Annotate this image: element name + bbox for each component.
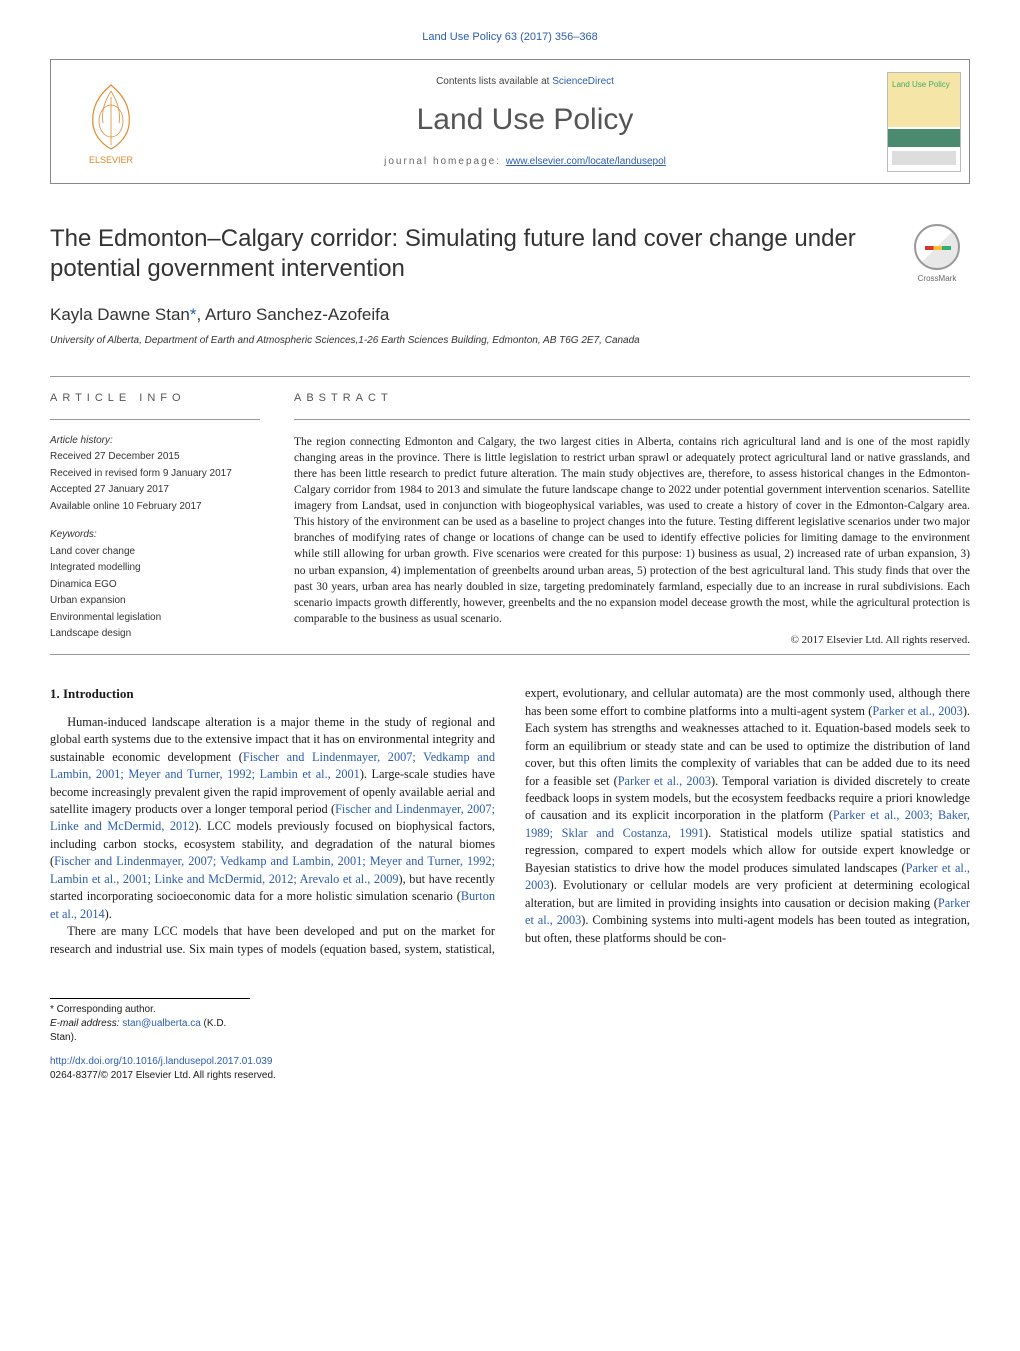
keyword-5: Landscape design bbox=[50, 627, 260, 642]
crossmark-label: CrossMark bbox=[918, 274, 957, 283]
svg-text:ELSEVIER: ELSEVIER bbox=[89, 155, 134, 165]
cover-thumb-block: Land Use Policy bbox=[879, 60, 969, 183]
affiliation: University of Alberta, Department of Ear… bbox=[50, 334, 970, 348]
doi-block: http://dx.doi.org/10.1016/j.landusepol.2… bbox=[50, 1055, 970, 1083]
abstract-text: The region connecting Edmonton and Calga… bbox=[294, 434, 970, 627]
keywords-label: Keywords: bbox=[50, 528, 260, 543]
article-history: Article history: Received 27 December 20… bbox=[50, 434, 260, 642]
ref-link-5[interactable]: Parker et al., 2003 bbox=[872, 704, 962, 718]
body-columns: 1. Introduction Human-induced landscape … bbox=[50, 685, 970, 958]
email-link[interactable]: stan@ualberta.ca bbox=[122, 1018, 201, 1029]
authors-line: Kayla Dawne Stan*, Arturo Sanchez-Azofei… bbox=[50, 303, 970, 327]
abstract-column: abstract The region connecting Edmonton … bbox=[294, 391, 970, 648]
author-sep: , bbox=[197, 305, 206, 324]
keyword-2: Dinamica EGO bbox=[50, 578, 260, 593]
contents-prefix: Contents lists available at bbox=[436, 76, 552, 87]
crossmark-icon bbox=[914, 224, 960, 270]
keyword-4: Environmental legislation bbox=[50, 611, 260, 626]
homepage-link[interactable]: www.elsevier.com/locate/landusepol bbox=[506, 156, 666, 167]
issn-copyright: 0264-8377/© 2017 Elsevier Ltd. All right… bbox=[50, 1069, 970, 1083]
crossmark-badge[interactable]: CrossMark bbox=[904, 224, 970, 284]
article-info-column: article info Article history: Received 2… bbox=[50, 391, 260, 648]
author-2: Arturo Sanchez-Azofeifa bbox=[205, 305, 389, 324]
email-line: E-mail address: stan@ualberta.ca (K.D. S… bbox=[50, 1017, 250, 1045]
corresponding-author-note: * Corresponding author. bbox=[50, 1003, 250, 1017]
section-heading-intro: 1. Introduction bbox=[50, 685, 495, 703]
p1e: ). bbox=[105, 907, 112, 921]
divider-info bbox=[50, 419, 260, 420]
header-center: Contents lists available at ScienceDirec… bbox=[171, 60, 879, 183]
abstract-copyright: © 2017 Elsevier Ltd. All rights reserved… bbox=[294, 633, 970, 648]
history-accepted: Accepted 27 January 2017 bbox=[50, 483, 260, 498]
info-abstract-grid: article info Article history: Received 2… bbox=[50, 391, 970, 648]
homepage-prefix: journal homepage: bbox=[384, 156, 506, 167]
keyword-3: Urban expansion bbox=[50, 594, 260, 609]
divider-top bbox=[50, 376, 970, 377]
cover-thumb-strip2 bbox=[892, 151, 956, 165]
journal-header: ELSEVIER Contents lists available at Sci… bbox=[50, 59, 970, 184]
publisher-logo-block: ELSEVIER bbox=[51, 60, 171, 183]
history-received: Received 27 December 2015 bbox=[50, 450, 260, 465]
history-online: Available online 10 February 2017 bbox=[50, 500, 260, 515]
cover-thumb-title: Land Use Policy bbox=[892, 79, 950, 90]
keyword-0: Land cover change bbox=[50, 545, 260, 560]
intro-para-1: Human-induced landscape alteration is a … bbox=[50, 714, 495, 923]
footnotes: * Corresponding author. E-mail address: … bbox=[50, 998, 250, 1045]
divider-bottom bbox=[50, 654, 970, 655]
page-root: Land Use Policy 63 (2017) 356–368 ELSEVI… bbox=[0, 0, 1020, 1103]
email-label: E-mail address: bbox=[50, 1018, 122, 1029]
author-1: Kayla Dawne Stan bbox=[50, 305, 190, 324]
doi-link[interactable]: http://dx.doi.org/10.1016/j.landusepol.2… bbox=[50, 1056, 272, 1067]
p2f: ). Combining systems into multi-agent mo… bbox=[525, 913, 970, 944]
divider-abstract bbox=[294, 419, 970, 420]
homepage-line: journal homepage: www.elsevier.com/locat… bbox=[384, 155, 666, 169]
title-row: The Edmonton–Calgary corridor: Simulatin… bbox=[50, 224, 970, 284]
article-info-heading: article info bbox=[50, 391, 260, 406]
journal-cover-thumb: Land Use Policy bbox=[887, 72, 961, 172]
journal-title: Land Use Policy bbox=[417, 99, 634, 141]
p2e: ). Evolutionary or cellular models are v… bbox=[525, 878, 970, 909]
elsevier-logo: ELSEVIER bbox=[71, 77, 151, 167]
sciencedirect-link[interactable]: ScienceDirect bbox=[552, 76, 614, 87]
keyword-1: Integrated modelling bbox=[50, 561, 260, 576]
history-label: Article history: bbox=[50, 434, 260, 449]
corresponding-marker[interactable]: * bbox=[190, 305, 197, 324]
ref-link-6[interactable]: Parker et al., 2003 bbox=[618, 774, 711, 788]
contents-line: Contents lists available at ScienceDirec… bbox=[436, 75, 614, 89]
cover-thumb-strip bbox=[888, 129, 960, 147]
citation-line: Land Use Policy 63 (2017) 356–368 bbox=[50, 30, 970, 45]
abstract-heading: abstract bbox=[294, 391, 970, 406]
paper-title: The Edmonton–Calgary corridor: Simulatin… bbox=[50, 224, 888, 284]
history-revised: Received in revised form 9 January 2017 bbox=[50, 467, 260, 482]
